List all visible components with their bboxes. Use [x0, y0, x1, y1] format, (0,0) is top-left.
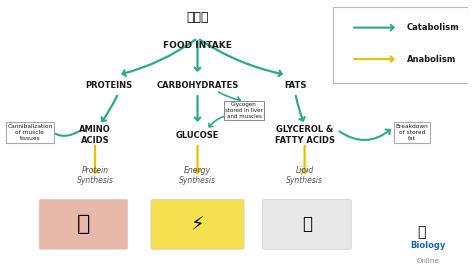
FancyBboxPatch shape	[151, 200, 244, 249]
FancyBboxPatch shape	[333, 7, 468, 83]
Text: GLUCOSE: GLUCOSE	[176, 131, 219, 140]
Text: Energy
Synthesis: Energy Synthesis	[179, 166, 216, 185]
Text: FOOD INTAKE: FOOD INTAKE	[163, 41, 232, 51]
Text: 💪: 💪	[77, 214, 90, 234]
FancyBboxPatch shape	[39, 200, 128, 249]
Text: Catabolism: Catabolism	[407, 23, 460, 32]
Text: Cannibalization
of muscle
tissues: Cannibalization of muscle tissues	[7, 124, 53, 141]
Text: ⚡: ⚡	[191, 215, 204, 234]
Text: PROTEINS: PROTEINS	[85, 81, 133, 90]
Text: 🔵: 🔵	[417, 225, 425, 239]
Text: Anabolism: Anabolism	[407, 55, 456, 64]
Text: FATS: FATS	[284, 81, 307, 90]
Text: GLYCEROL &
FATTY ACIDS: GLYCEROL & FATTY ACIDS	[274, 126, 335, 145]
Text: Glycogen
stored in liver
and muscles: Glycogen stored in liver and muscles	[225, 102, 263, 119]
Text: 🔵: 🔵	[302, 215, 312, 233]
Text: Lipid
Synthesis: Lipid Synthesis	[286, 166, 323, 185]
Text: Breakdown
of stored
fat: Breakdown of stored fat	[395, 124, 428, 141]
Text: CARBOHYDRATES: CARBOHYDRATES	[156, 81, 238, 90]
Text: Biology: Biology	[410, 241, 446, 250]
Text: 🍗🍞🥕: 🍗🍞🥕	[186, 11, 209, 24]
Text: Protein
Synthesis: Protein Synthesis	[77, 166, 114, 185]
Text: Online: Online	[417, 258, 439, 264]
FancyBboxPatch shape	[263, 200, 351, 249]
Text: AMINO
ACIDS: AMINO ACIDS	[79, 126, 111, 145]
